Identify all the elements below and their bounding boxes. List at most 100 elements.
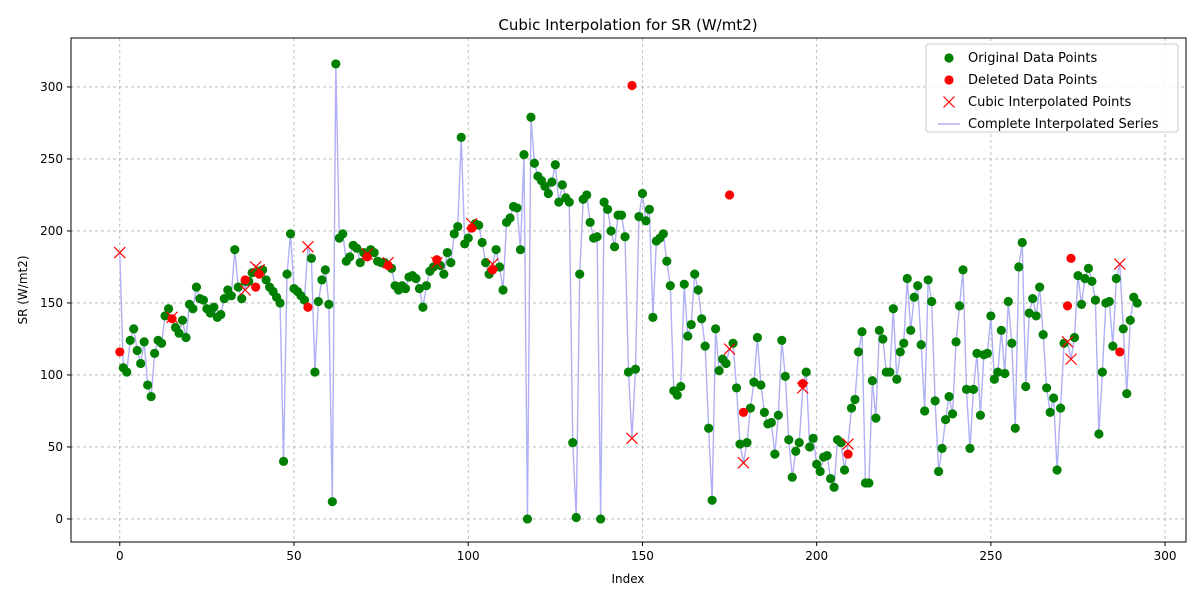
deleted-data-point	[362, 252, 372, 262]
original-data-point	[874, 325, 884, 335]
original-data-point	[850, 394, 860, 405]
original-data-point	[317, 275, 327, 285]
original-data-point	[937, 443, 947, 453]
original-data-point	[885, 367, 895, 377]
original-data-point	[1097, 367, 1107, 377]
original-data-point	[888, 304, 898, 314]
original-data-point	[439, 269, 449, 279]
original-data-point	[749, 377, 759, 387]
original-data-point	[623, 367, 634, 377]
x-tick-label: 50	[286, 549, 301, 563]
original-data-point	[752, 332, 763, 343]
cubic-interpolated-point	[430, 256, 443, 269]
original-data-point	[620, 232, 630, 242]
original-data-point	[139, 337, 149, 347]
original-data-point	[839, 465, 850, 475]
deleted-data-point	[1066, 253, 1076, 263]
x-axis-label: Index	[611, 572, 644, 586]
y-tick-label: 0	[55, 512, 63, 526]
original-data-point	[582, 190, 592, 200]
deleted-data-point	[167, 314, 177, 324]
original-data-point	[282, 269, 292, 279]
original-data-point	[672, 390, 682, 400]
original-data-point	[602, 204, 613, 214]
original-data-point	[745, 403, 756, 413]
original-data-point	[812, 459, 822, 469]
original-data-point	[1007, 338, 1017, 348]
original-data-point	[216, 309, 226, 320]
original-data-point	[491, 245, 501, 255]
original-data-point	[230, 245, 240, 255]
deleted-data-point	[432, 255, 442, 265]
x-tick-label: 100	[457, 549, 480, 563]
original-data-point	[226, 291, 236, 301]
deleted-data-point	[724, 190, 735, 200]
legend-marker-original	[944, 53, 954, 63]
legend-label-cubic: Cubic Interpolated Points	[968, 95, 1132, 110]
original-data-point	[791, 446, 801, 456]
cubic-interpolated-point	[239, 284, 252, 296]
y-tick-label: 300	[40, 80, 63, 94]
deleted-data-point	[798, 379, 808, 389]
original-data-point	[972, 348, 982, 358]
original-data-point	[944, 391, 954, 402]
legend-marker-deleted	[944, 75, 954, 85]
original-data-point	[951, 337, 961, 347]
plot-frame	[70, 37, 1187, 543]
original-data-point	[697, 314, 707, 324]
original-data-point	[456, 132, 466, 142]
original-data-point	[704, 423, 714, 433]
original-data-point	[1010, 423, 1020, 433]
original-data-point	[1055, 403, 1066, 413]
original-data-point	[1059, 338, 1069, 348]
original-data-point	[665, 281, 675, 291]
deleted-data-point	[488, 265, 498, 275]
legend-label-deleted: Deleted Data Points	[968, 73, 1098, 88]
deleted-data-point	[115, 347, 125, 357]
original-data-point	[784, 435, 794, 445]
original-data-point	[446, 258, 456, 268]
original-data-point	[526, 112, 536, 122]
original-data-point	[982, 348, 992, 358]
original-data-point	[1104, 296, 1114, 307]
original-data-point	[815, 466, 825, 477]
original-data-point	[906, 325, 916, 335]
original-data-point	[825, 474, 836, 484]
original-data-point	[477, 237, 487, 248]
original-data-point	[442, 247, 452, 258]
original-data-point	[237, 294, 247, 304]
original-data-point	[958, 265, 968, 275]
original-data-point	[686, 319, 696, 330]
original-data-point	[557, 180, 567, 190]
original-data-point	[975, 410, 986, 420]
original-data-point	[453, 222, 463, 232]
original-data-point	[965, 443, 975, 453]
original-data-point	[345, 252, 355, 262]
original-data-point	[805, 442, 815, 452]
original-data-point	[1087, 276, 1097, 286]
original-data-point	[1076, 299, 1087, 309]
original-data-point	[822, 451, 832, 461]
original-data-point	[156, 338, 167, 348]
x-tick-label: 150	[631, 549, 654, 563]
x-tick-label: 300	[1154, 549, 1177, 563]
original-data-point	[711, 324, 721, 334]
original-data-point	[693, 285, 703, 295]
original-data-point	[871, 413, 881, 423]
original-data-point	[1080, 273, 1090, 284]
original-data-point	[606, 226, 616, 236]
original-data-point	[780, 371, 790, 381]
original-data-point	[1028, 294, 1038, 304]
deleted-data-point	[843, 449, 853, 459]
original-data-point	[1000, 368, 1010, 379]
original-data-point	[543, 188, 553, 199]
original-data-point	[163, 304, 174, 314]
original-data-point	[728, 338, 738, 348]
original-data-point	[989, 374, 999, 384]
original-data-point	[1021, 381, 1031, 392]
original-data-point	[864, 478, 874, 488]
cubic-interpolated-point	[382, 256, 395, 269]
original-data-point	[846, 403, 857, 413]
plot-area	[113, 59, 1142, 524]
